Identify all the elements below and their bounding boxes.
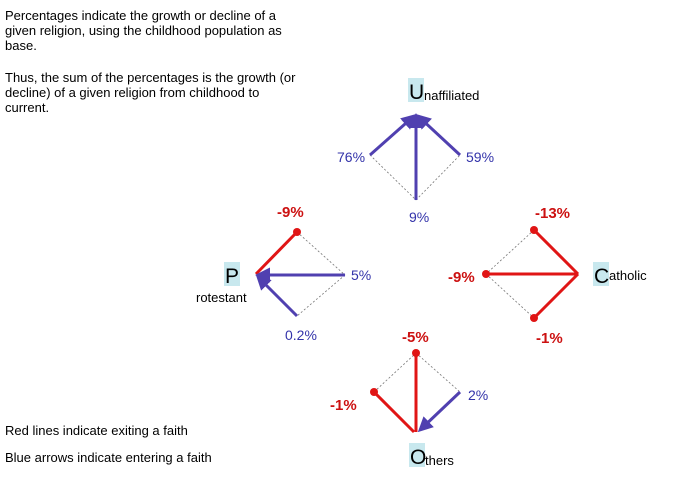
others-dotted-left (373, 352, 417, 393)
catholic-highlight (593, 262, 609, 286)
protestant-arrow-bottom (255, 274, 299, 318)
unaffiliated-highlight (408, 78, 424, 102)
unaffiliated-initial: U (409, 81, 424, 104)
catholic-exit-bottom-dot (530, 314, 538, 322)
protestant-dotted-top (296, 231, 346, 276)
catholic-rest: atholic (609, 268, 647, 283)
catholic-exit-top-line (532, 228, 580, 276)
others-exit-left-dot (370, 388, 378, 396)
catholic-left-pct: -9% (448, 269, 475, 286)
protestant-rest: rotestant (196, 290, 247, 305)
others-exit-top-dot (412, 349, 420, 357)
catholic-bottom-pct: -1% (536, 330, 563, 347)
others-rest: thers (425, 453, 454, 468)
protestant-exit-line (254, 230, 299, 276)
legend-red-note: Red lines indicate exiting a faith (5, 423, 188, 438)
catholic-top-pct: -13% (535, 205, 570, 222)
others-right-pct: 2% (468, 387, 488, 403)
unaffiliated-rest: naffiliated (424, 88, 479, 103)
protestant-highlight (224, 262, 240, 286)
unaffiliated-dotted-right (415, 154, 461, 201)
catholic-initial: C (594, 265, 609, 288)
others-arrow-right (417, 390, 462, 433)
unaffiliated-right-pct: 59% (466, 149, 494, 165)
protestant-exit-dot (293, 228, 301, 236)
catholic-exit-left-dot (482, 270, 490, 278)
protestant-bottom-pct: 0.2% (285, 327, 317, 343)
unaffiliated-arrow-left (369, 114, 417, 157)
others-left-pct: -1% (330, 397, 357, 414)
others-dotted-right (415, 352, 461, 393)
others-initial: O (410, 446, 426, 469)
unaffiliated-arrow-right (415, 113, 462, 157)
sum-explanation-note: Thus, the sum of the percentages is the … (5, 70, 296, 115)
unaffiliated-left-pct: 76% (337, 149, 365, 165)
protestant-initial: P (225, 265, 239, 288)
node-label-others: O thers (409, 443, 454, 469)
others-top-pct: -5% (402, 329, 429, 346)
growth-explanation-note: Percentages indicate the growth or decli… (5, 8, 282, 53)
node-label-protestant: P rotestant (196, 262, 247, 305)
protestant-dotted-bottom (296, 274, 346, 317)
catholic-dotted-bottom (485, 273, 535, 319)
others-diamond (370, 349, 462, 434)
protestant-top-pct: -9% (277, 204, 304, 221)
node-label-catholic: C atholic (593, 262, 647, 288)
catholic-exit-top-dot (530, 226, 538, 234)
others-highlight (409, 443, 425, 467)
unaffiliated-bottom-pct: 9% (409, 209, 429, 225)
protestant-right-pct: 5% (351, 267, 371, 283)
catholic-dotted-top (485, 229, 535, 275)
others-exit-left-line (372, 390, 416, 434)
unaffiliated-dotted-left (369, 154, 417, 201)
legend-blue-note: Blue arrows indicate entering a faith (5, 450, 212, 465)
catholic-diamond (482, 226, 580, 322)
node-label-unaffiliated: U naffiliated (408, 78, 479, 104)
catholic-exit-bottom-line (532, 272, 580, 320)
protestant-diamond (254, 228, 346, 318)
unaffiliated-diamond (369, 113, 462, 201)
